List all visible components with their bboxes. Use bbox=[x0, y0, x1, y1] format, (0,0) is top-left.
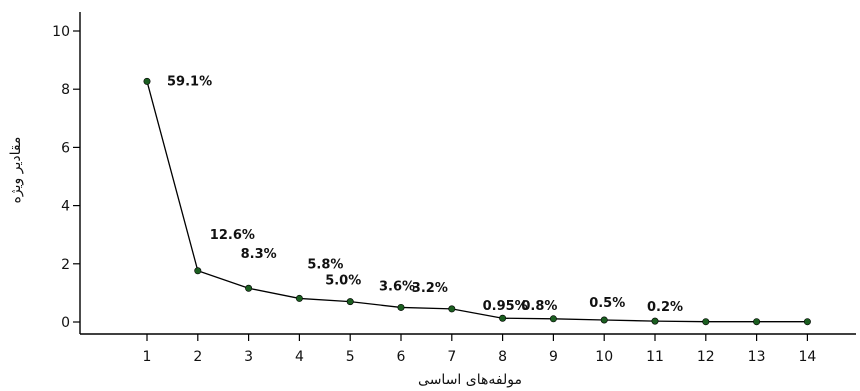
x-tick-label: 6 bbox=[397, 349, 406, 365]
data-labels: 59.1% 12.6% 8.3% 5.8% 5.0% 3.6%3.2% 0.95%0.8% 0… bbox=[167, 74, 683, 315]
y-axis-title: مقادیر ویژه bbox=[8, 137, 24, 204]
data-point bbox=[651, 317, 659, 325]
y-ticks: 0 2 4 6 8 10 bbox=[52, 24, 80, 331]
data-point bbox=[600, 316, 608, 324]
data-label: 59.1% bbox=[167, 74, 212, 89]
data-point bbox=[702, 318, 710, 326]
x-tick-label: 12 bbox=[697, 349, 715, 365]
data-label: 8.3% bbox=[241, 247, 277, 262]
x-tick-label: 9 bbox=[549, 349, 558, 365]
x-axis-title: مولفه‌های اساسی bbox=[418, 372, 522, 388]
data-label: 0.8% bbox=[521, 299, 557, 314]
data-point bbox=[346, 298, 354, 306]
x-tick-label: 3 bbox=[244, 349, 253, 365]
data-label: 3.6% bbox=[379, 279, 415, 294]
data-point bbox=[448, 305, 456, 313]
data-label: 0.2% bbox=[647, 300, 683, 315]
y-tick-label: 4 bbox=[61, 199, 70, 215]
x-tick-label: 13 bbox=[748, 349, 766, 365]
data-point bbox=[803, 318, 811, 326]
data-point bbox=[194, 267, 202, 275]
x-tick-label: 5 bbox=[346, 349, 355, 365]
data-point bbox=[245, 284, 253, 292]
data-point bbox=[549, 315, 557, 323]
axes bbox=[79, 12, 856, 335]
x-tick-label: 11 bbox=[646, 349, 664, 365]
data-label: 3.2% bbox=[412, 281, 448, 296]
x-tick-label: 1 bbox=[143, 349, 152, 365]
data-label: 5.0% bbox=[325, 274, 361, 289]
y-tick-label: 8 bbox=[61, 82, 70, 98]
data-label: 0.95% bbox=[483, 299, 528, 314]
data-point bbox=[397, 303, 405, 311]
x-tick-label: 2 bbox=[193, 349, 202, 365]
x-ticks: 1 2 3 4 5 6 7 8 9 10 11 12 13 14 bbox=[143, 334, 816, 365]
data-point bbox=[143, 77, 151, 85]
data-label: 0.5% bbox=[589, 296, 625, 311]
data-point bbox=[295, 294, 303, 302]
data-label: 12.6% bbox=[210, 228, 255, 243]
x-tick-label: 10 bbox=[595, 349, 613, 365]
data-label: 5.8% bbox=[307, 257, 343, 272]
x-tick-label: 7 bbox=[447, 349, 456, 365]
y-tick-label: 6 bbox=[61, 140, 70, 156]
x-tick-label: 14 bbox=[798, 349, 816, 365]
x-tick-label: 8 bbox=[498, 349, 507, 365]
y-tick-label: 2 bbox=[61, 257, 70, 273]
series bbox=[143, 77, 811, 326]
data-point bbox=[753, 318, 761, 326]
x-tick-label: 4 bbox=[295, 349, 304, 365]
series-line bbox=[146, 81, 808, 323]
data-point bbox=[499, 314, 507, 322]
y-tick-label: 10 bbox=[52, 24, 70, 40]
y-tick-label: 0 bbox=[61, 315, 70, 331]
